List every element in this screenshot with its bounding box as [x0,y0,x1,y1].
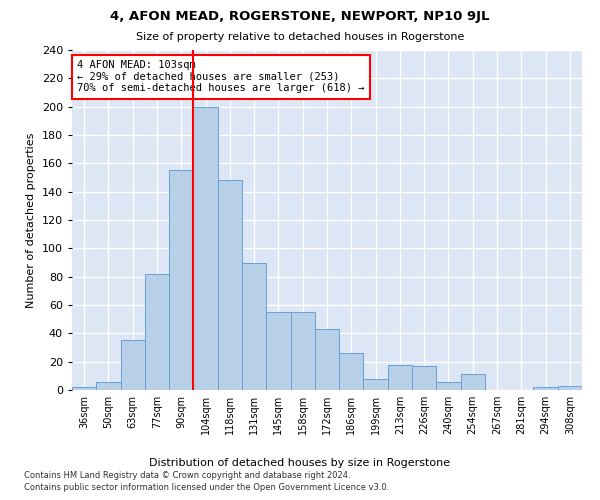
Bar [388,364,412,390]
Text: Contains HM Land Registry data © Crown copyright and database right 2024.: Contains HM Land Registry data © Crown c… [24,471,350,480]
Text: 4, AFON MEAD, ROGERSTONE, NEWPORT, NP10 9JL: 4, AFON MEAD, ROGERSTONE, NEWPORT, NP10 … [110,10,490,23]
Y-axis label: Number of detached properties: Number of detached properties [26,132,36,308]
Bar [72,387,96,390]
Bar [218,180,242,390]
Bar [339,353,364,390]
Bar [461,374,485,390]
Text: Contains public sector information licensed under the Open Government Licence v3: Contains public sector information licen… [24,484,389,492]
Bar [533,387,558,390]
Bar [436,382,461,390]
Bar [290,312,315,390]
Bar [266,312,290,390]
Text: Distribution of detached houses by size in Rogerstone: Distribution of detached houses by size … [149,458,451,468]
Bar [364,378,388,390]
Text: Size of property relative to detached houses in Rogerstone: Size of property relative to detached ho… [136,32,464,42]
Bar [145,274,169,390]
Bar [193,106,218,390]
Bar [96,382,121,390]
Bar [121,340,145,390]
Bar [558,386,582,390]
Bar [169,170,193,390]
Bar [242,262,266,390]
Bar [315,329,339,390]
Text: 4 AFON MEAD: 103sqm
← 29% of detached houses are smaller (253)
70% of semi-detac: 4 AFON MEAD: 103sqm ← 29% of detached ho… [77,60,365,94]
Bar [412,366,436,390]
